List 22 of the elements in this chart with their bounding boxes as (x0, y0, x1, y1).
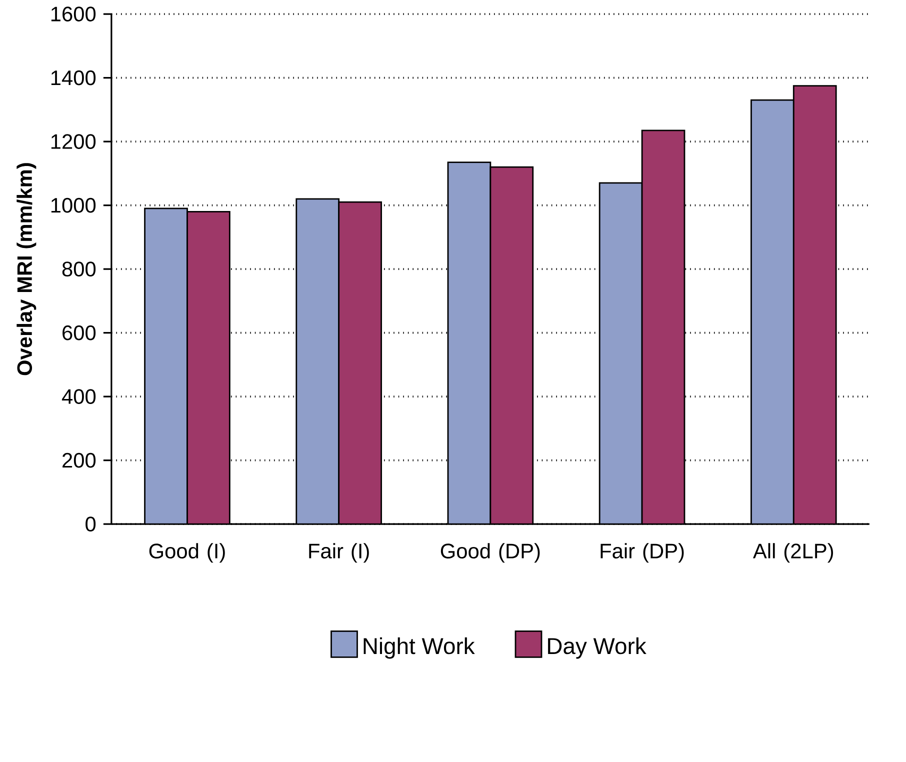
bar (296, 199, 339, 524)
bar (600, 183, 642, 524)
bar (144, 208, 188, 524)
x-tick-label: Good (I) (149, 543, 225, 563)
x-tick-label: All (2LP) (752, 543, 834, 563)
y-tick-label: 600 (62, 326, 96, 340)
y-tick-label: 1600 (51, 6, 96, 22)
y-tick-label: 800 (62, 262, 96, 277)
bar (448, 162, 490, 524)
y-tick-label: 400 (62, 389, 96, 404)
x-tick-label: Fair (DP) (600, 543, 684, 563)
y-tick-label: 200 (62, 453, 96, 468)
y-tick-label: 0 (86, 516, 96, 532)
bar (750, 100, 794, 524)
legend-label: Day Work (548, 638, 646, 659)
y-tick-label: 1000 (51, 198, 96, 213)
x-tick-label: Fair (I) (309, 543, 369, 563)
x-tick-label: Good (DP) (440, 543, 540, 563)
y-axis-title: Overlay MRI (mm/km) (16, 163, 36, 376)
legend-label: Night Work (364, 638, 475, 659)
y-tick-label: 1200 (51, 134, 96, 150)
y-tick-label: 1400 (51, 70, 96, 86)
